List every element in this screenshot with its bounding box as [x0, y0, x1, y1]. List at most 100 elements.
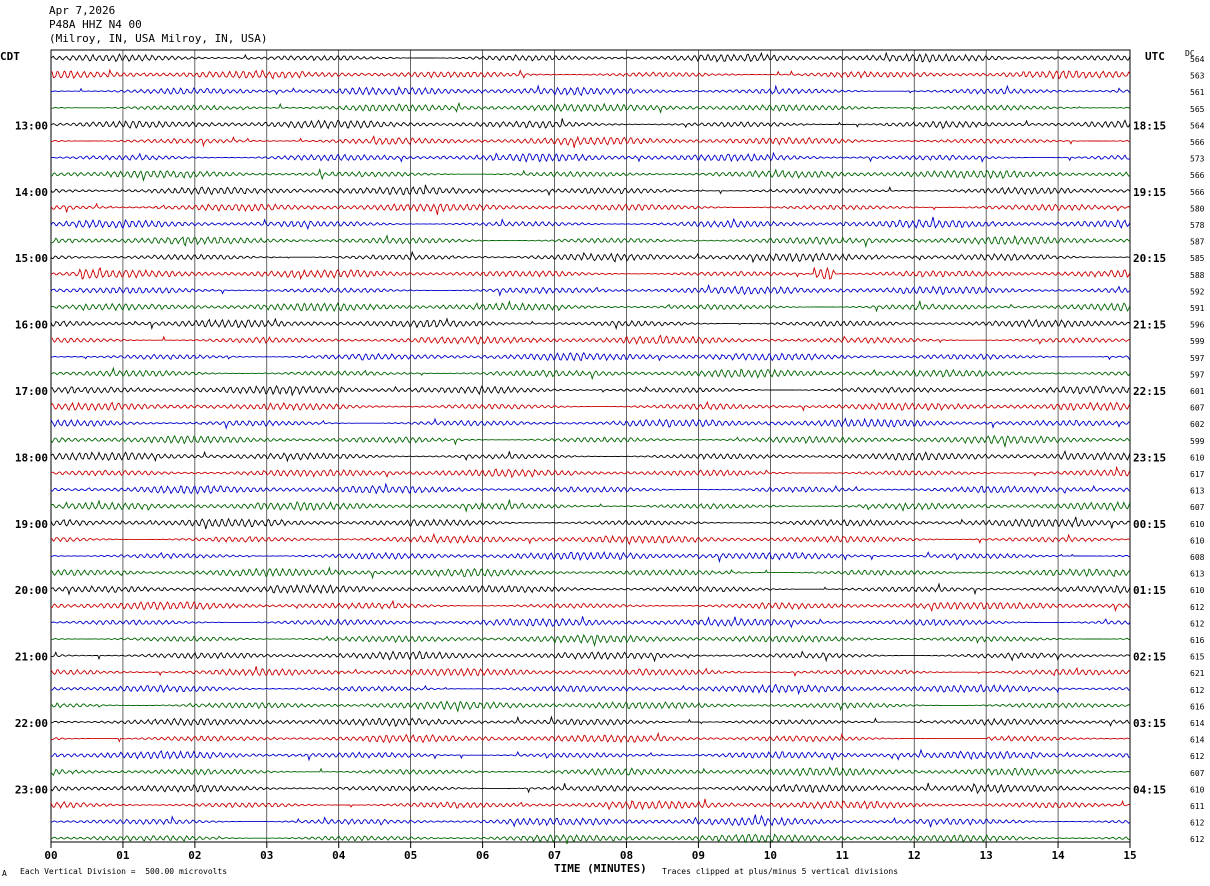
trace-14	[50, 283, 1131, 297]
header-location: (Milroy, IN, USA Milroy, IN, USA)	[49, 32, 268, 45]
right-hour-label-1: 19:15	[1133, 186, 1166, 199]
dc-offset-1: 563	[1190, 72, 1205, 81]
trace-5	[50, 135, 1130, 148]
dc-offset-2: 561	[1190, 88, 1205, 97]
dc-offset-14: 592	[1190, 287, 1205, 296]
trace-6	[50, 151, 1130, 163]
dc-offset-45: 611	[1190, 802, 1205, 811]
trace-26	[50, 482, 1131, 495]
trace-44	[50, 782, 1131, 795]
dc-offset-33: 612	[1190, 603, 1205, 612]
dc-offset-0: 564	[1190, 55, 1205, 64]
dc-offset-header: DC	[1185, 49, 1195, 58]
dc-offset-36: 615	[1190, 653, 1205, 662]
trace-25	[50, 465, 1131, 479]
left-hour-label-1: 14:00	[15, 186, 48, 199]
left-hour-label-7: 20:00	[15, 584, 48, 597]
left-hour-label-2: 15:00	[15, 252, 48, 265]
trace-12	[50, 250, 1130, 264]
trace-16	[50, 317, 1131, 331]
dc-offset-32: 610	[1190, 586, 1205, 595]
trace-40	[50, 715, 1131, 728]
left-hour-label-4: 17:00	[15, 385, 48, 398]
trace-34	[50, 616, 1131, 629]
x-tick-label-12: 12	[908, 849, 921, 862]
dc-offset-30: 608	[1190, 553, 1205, 562]
dc-offset-22: 602	[1190, 420, 1205, 429]
trace-18	[50, 351, 1131, 362]
x-tick-label-06: 06	[476, 849, 490, 862]
left-hour-label-10: 23:00	[15, 783, 48, 796]
trace-35	[50, 633, 1130, 648]
dc-offset-39: 616	[1190, 702, 1205, 711]
right-hour-label-10: 04:15	[1133, 783, 1166, 796]
right-hour-label-3: 21:15	[1133, 319, 1166, 332]
dc-offset-8: 566	[1190, 188, 1205, 197]
dc-offset-7: 566	[1190, 171, 1205, 180]
trace-30	[51, 551, 1131, 564]
trace-47	[50, 833, 1130, 845]
x-tick-label-00: 00	[44, 849, 57, 862]
right-hour-label-9: 03:15	[1133, 717, 1166, 730]
dc-offset-18: 597	[1190, 354, 1205, 363]
dc-offset-12: 585	[1190, 254, 1205, 263]
trace-4	[50, 118, 1131, 130]
dc-offset-31: 613	[1190, 570, 1205, 579]
dc-offset-17: 599	[1190, 337, 1205, 346]
right-hour-label-6: 00:15	[1133, 518, 1166, 531]
dc-offset-25: 617	[1190, 470, 1205, 479]
trace-45	[50, 798, 1130, 811]
left-hour-label-3: 16:00	[15, 319, 48, 332]
dc-offset-46: 612	[1190, 819, 1205, 828]
dc-offset-23: 599	[1190, 437, 1205, 446]
dc-offset-38: 612	[1190, 686, 1205, 695]
trace-38	[50, 683, 1130, 696]
header-date: Apr 7,2026	[49, 4, 116, 17]
dc-offset-43: 607	[1190, 769, 1205, 778]
dc-offset-4: 564	[1190, 121, 1205, 130]
dc-offset-3: 565	[1190, 105, 1205, 114]
footer-mark: A	[2, 869, 7, 878]
trace-20	[50, 385, 1131, 397]
right-hour-label-7: 01:15	[1133, 584, 1166, 597]
dc-offset-41: 614	[1190, 736, 1205, 745]
x-tick-label-02: 02	[188, 849, 201, 862]
right-timezone-label: UTC	[1145, 50, 1165, 63]
trace-37	[50, 666, 1131, 678]
dc-offset-9: 580	[1190, 204, 1205, 213]
dc-offset-10: 578	[1190, 221, 1205, 230]
left-hour-label-9: 22:00	[15, 717, 48, 730]
x-tick-label-05: 05	[404, 849, 417, 862]
dc-offset-28: 610	[1190, 520, 1205, 529]
dc-offset-11: 587	[1190, 238, 1205, 247]
trace-23	[50, 434, 1131, 449]
x-tick-label-03: 03	[260, 849, 273, 862]
x-tick-label-09: 09	[692, 849, 705, 862]
trace-19	[50, 366, 1131, 381]
clip-note: Traces clipped at plus/minus 5 vertical …	[662, 867, 899, 876]
dc-offset-37: 621	[1190, 669, 1205, 678]
scale-note: Each Vertical Division = 500.00 microvol…	[20, 867, 228, 876]
trace-8	[50, 184, 1131, 197]
dc-offset-15: 591	[1190, 304, 1205, 313]
dc-offset-13: 588	[1190, 271, 1205, 280]
x-tick-label-14: 14	[1051, 849, 1065, 862]
left-timezone-label: CDT	[0, 50, 20, 63]
dc-offset-29: 610	[1190, 536, 1205, 545]
trace-39	[50, 700, 1131, 713]
trace-9	[50, 202, 1131, 216]
trace-42	[50, 748, 1130, 762]
x-tick-label-04: 04	[332, 849, 346, 862]
left-hour-label-8: 21:00	[15, 651, 48, 664]
trace-29	[50, 532, 1130, 546]
dc-offset-24: 610	[1190, 453, 1205, 462]
right-hour-label-4: 22:15	[1133, 385, 1166, 398]
dc-offset-16: 596	[1190, 321, 1205, 330]
dc-offset-26: 613	[1190, 487, 1205, 496]
trace-33	[50, 599, 1131, 613]
x-tick-label-11: 11	[836, 849, 850, 862]
trace-27	[50, 499, 1131, 513]
trace-2	[50, 84, 1131, 97]
dc-offset-34: 612	[1190, 619, 1205, 628]
